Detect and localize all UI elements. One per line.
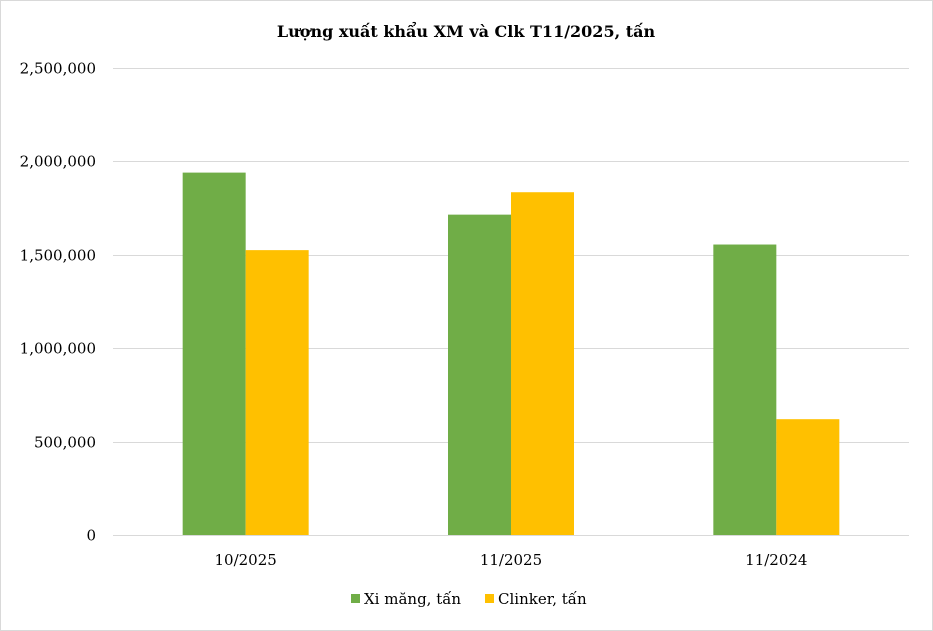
bar-clinker-1	[511, 192, 574, 536]
legend-label: Clinker, tấn	[498, 590, 587, 608]
x-tick-label: 11/2025	[480, 551, 542, 569]
x-axis-ticks: 10/2025 11/2025 11/2024	[215, 551, 808, 569]
y-tick-label: 2,500,000	[20, 60, 96, 78]
bar-xi-mang-1	[448, 214, 511, 535]
y-axis-ticks: 0 500,000 1,000,000 1,500,000 2,000,000 2,500…	[20, 60, 96, 545]
y-tick-label: 0	[86, 527, 96, 545]
bar-xi-mang-2	[713, 244, 777, 535]
bars	[182, 172, 840, 536]
chart-title: Lượng xuất khẩu XM và Clk T11/2025, tấn	[277, 20, 656, 41]
y-tick-label: 500,000	[34, 434, 96, 452]
legend: Xi măng, tấn Clinker, tấn	[351, 590, 587, 608]
x-tick-label: 11/2024	[745, 551, 807, 569]
bar-xi-mang-0	[182, 172, 246, 535]
y-tick-label: 1,000,000	[20, 340, 96, 358]
x-tick-label: 10/2025	[215, 551, 277, 569]
bar-clinker-0	[245, 250, 309, 535]
y-tick-label: 1,500,000	[20, 247, 96, 265]
legend-swatch	[351, 594, 360, 603]
bar-clinker-2	[776, 419, 840, 535]
y-tick-label: 2,000,000	[20, 153, 96, 171]
legend-swatch	[485, 594, 494, 603]
legend-label: Xi măng, tấn	[364, 590, 461, 608]
